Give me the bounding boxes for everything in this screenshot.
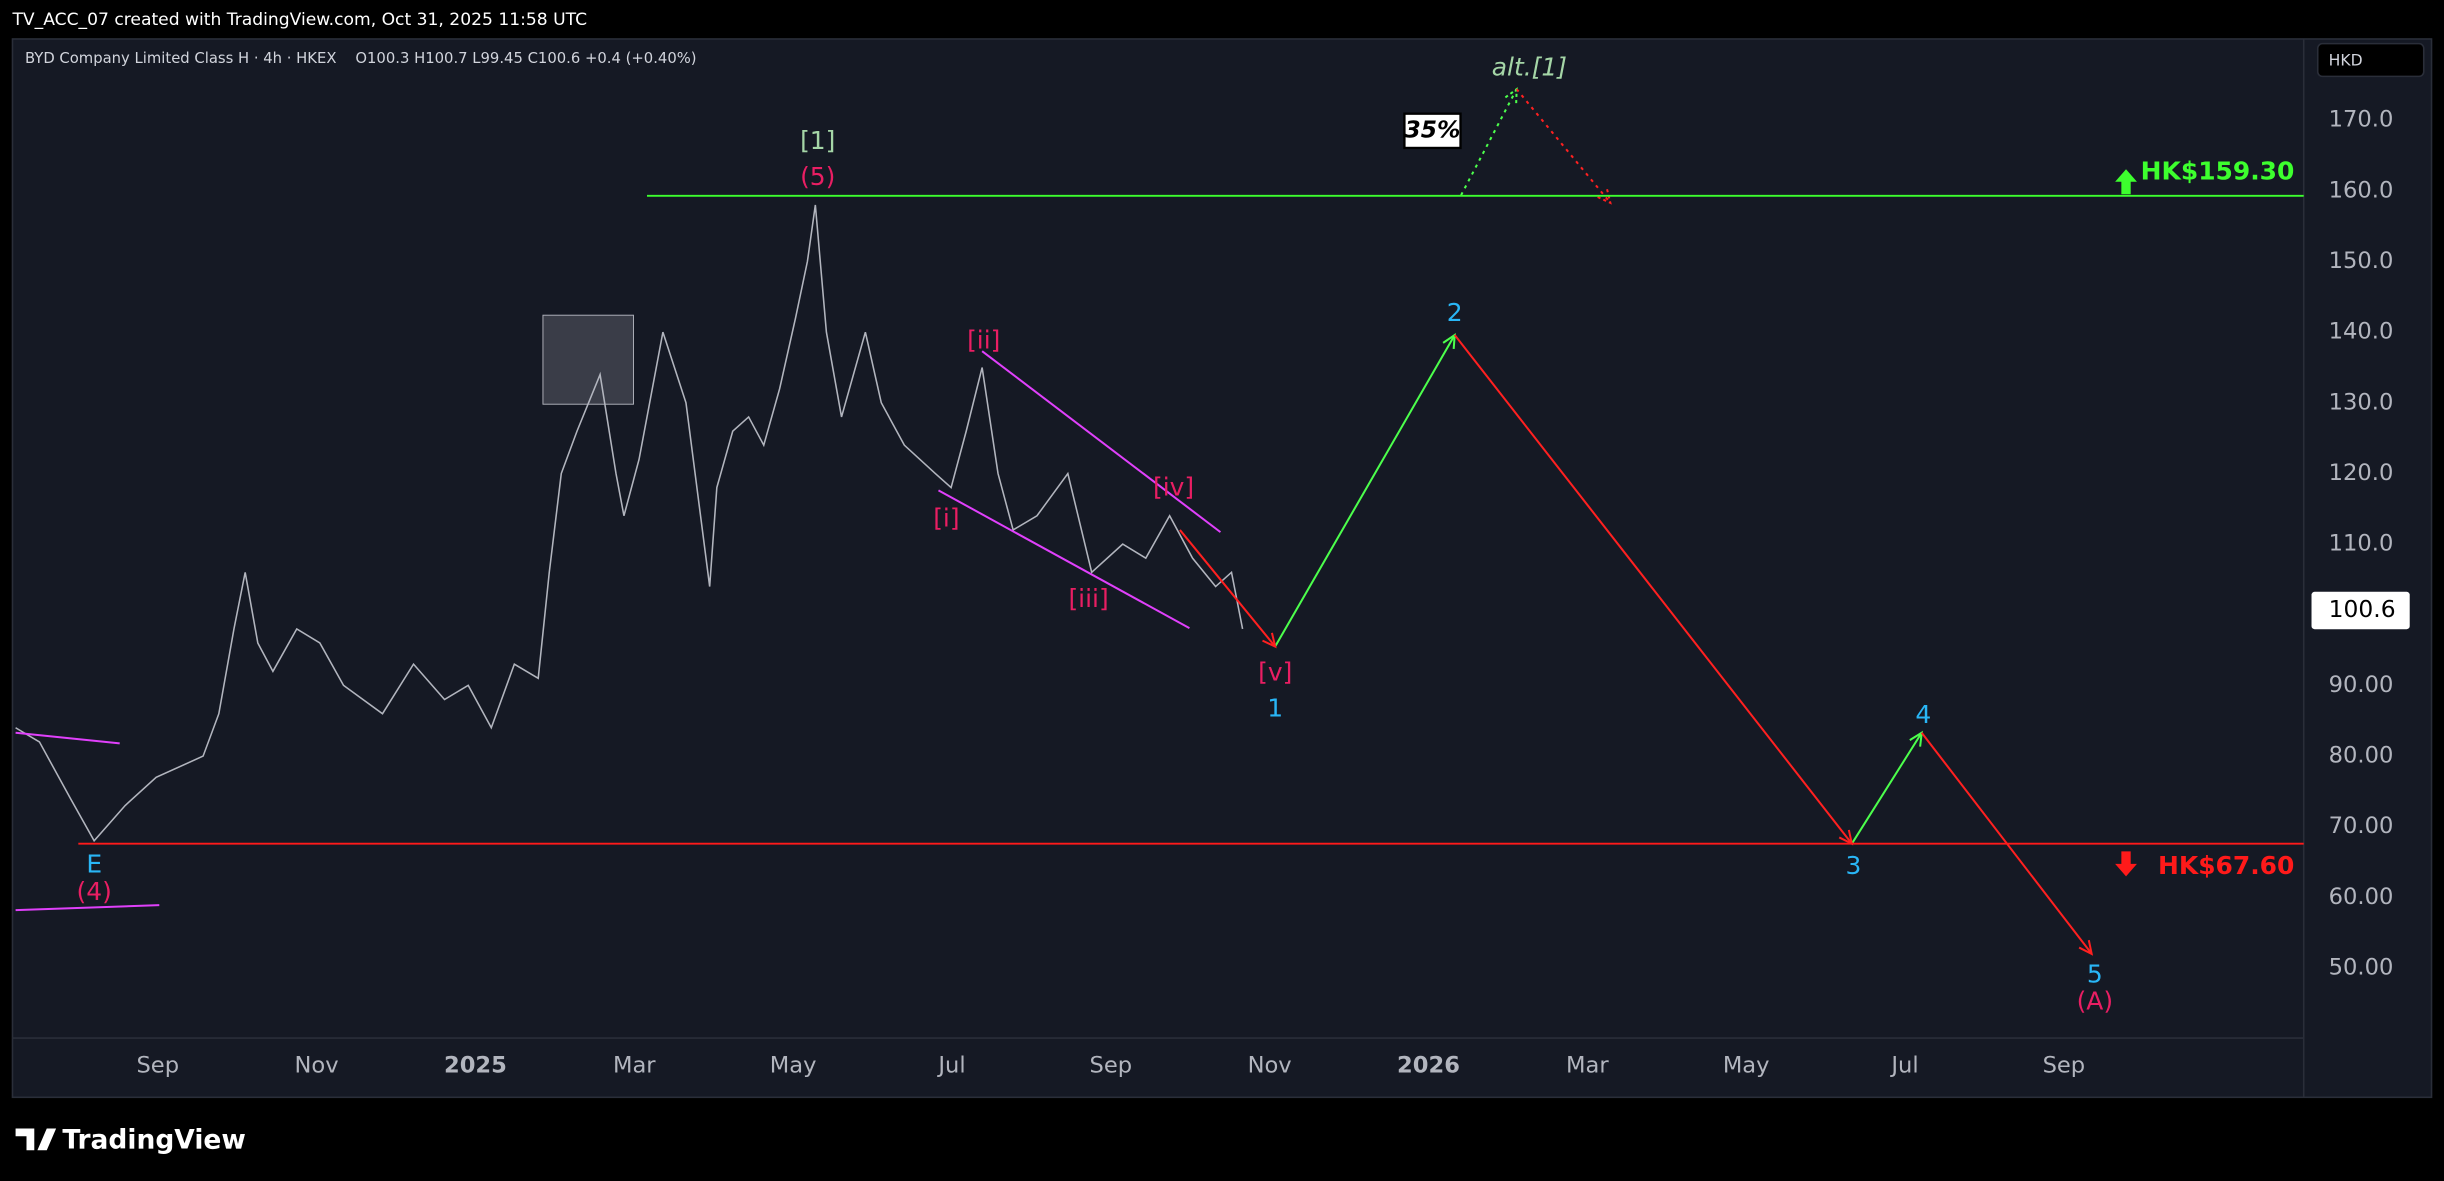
trendline: [937, 489, 1190, 630]
y-tick-label: 50.00: [2329, 954, 2394, 980]
x-tick-label: Nov: [295, 1053, 339, 1079]
x-tick-label: Mar: [1566, 1053, 1609, 1079]
wave-label: [i]: [933, 503, 959, 532]
last-price-box: [2311, 591, 2410, 630]
x-tick-label: May: [1723, 1053, 1770, 1079]
wave-label: (4): [77, 877, 112, 906]
chart-panel: [11, 38, 2433, 1099]
y-tick-label: 120.0: [2329, 460, 2394, 486]
wave-label: [ii]: [967, 325, 1000, 354]
y-tick-label: 170.0: [2329, 107, 2394, 133]
wave-label: (A): [2077, 987, 2114, 1016]
x-tick-label: May: [770, 1053, 817, 1079]
wave-label: [iv]: [1153, 472, 1194, 501]
wave-label: [iii]: [1068, 584, 1108, 613]
x-tick-label: Jul: [1889, 1053, 1918, 1079]
highlight-zone: [542, 314, 634, 405]
creator-line: TV_ACC_07 created with TradingView.com, …: [11, 10, 587, 30]
y-tick-label: 150.0: [2329, 248, 2394, 274]
series-line: [1515, 88, 1612, 204]
x-tick-label: Jul: [936, 1053, 965, 1079]
x-tick-label: Mar: [613, 1053, 656, 1079]
y-tick-label: 80.00: [2329, 743, 2394, 769]
y-tick-label: 110.0: [2329, 531, 2394, 557]
x-tick-label: Sep: [1090, 1053, 1133, 1079]
wave-label: E: [86, 850, 102, 879]
wave-label: 4: [1915, 700, 1931, 729]
ohlc-legend: O100.3 H100.7 L99.45 C100.6 +0.4 (+0.40%…: [355, 50, 696, 67]
wave-label: [v]: [1258, 657, 1292, 686]
y-tick-label: 90.00: [2329, 672, 2394, 698]
y-tick-label: 140.0: [2329, 319, 2394, 345]
currency[interactable]: HKD: [2329, 51, 2363, 69]
wave-label: 35%: [1404, 115, 1460, 143]
x-tick-label: Sep: [136, 1053, 179, 1079]
y-tick-label: 160.0: [2329, 177, 2394, 203]
series-line: [1274, 334, 1923, 845]
x-tick-label: 2025: [444, 1053, 507, 1079]
annotation-box: [1403, 112, 1462, 150]
y-tick-label: 70.00: [2329, 813, 2394, 839]
brand-logo[interactable]: TradingView: [15, 1124, 246, 1155]
brand-icon[interactable]: [15, 1128, 57, 1151]
symbol-legend: BYD Company Limited Class H · 4h · HKEX: [25, 50, 337, 67]
trendline: [15, 731, 120, 745]
trendline: [15, 904, 160, 912]
y-tick-label: 60.00: [2329, 884, 2394, 910]
x-tick-label: Sep: [2043, 1053, 2086, 1079]
currency-box[interactable]: [2316, 42, 2425, 78]
arrowhead: [2078, 939, 2094, 956]
level-label: HK$67.60: [2158, 851, 2294, 880]
wave-label: [1]: [800, 126, 835, 155]
wave-label: 2: [1447, 298, 1463, 327]
series-line: [15, 204, 1244, 843]
wave-label: 3: [1845, 851, 1861, 880]
brand-name[interactable]: TradingView: [62, 1124, 245, 1155]
plot-area: [15, 87, 2094, 956]
wave-label: alt.[1]: [1492, 53, 1567, 82]
level-label: HK$159.30: [2141, 156, 2295, 185]
plot: 50.0060.0070.0080.0090.00100.0110.0120.0…: [15, 53, 2410, 1079]
trendline: [981, 350, 1222, 533]
y-tick-label: 130.0: [2329, 389, 2394, 415]
arrowhead: [1262, 632, 1277, 649]
x-tick-label: 2026: [1397, 1053, 1460, 1079]
wave-label: 1: [1267, 693, 1283, 722]
arrowhead: [1597, 188, 1612, 205]
last-price-label: 100.6: [2329, 595, 2396, 623]
wave-label: (5): [800, 162, 835, 191]
x-tick-label: Nov: [1248, 1053, 1292, 1079]
wave-label: 5: [2087, 960, 2103, 989]
